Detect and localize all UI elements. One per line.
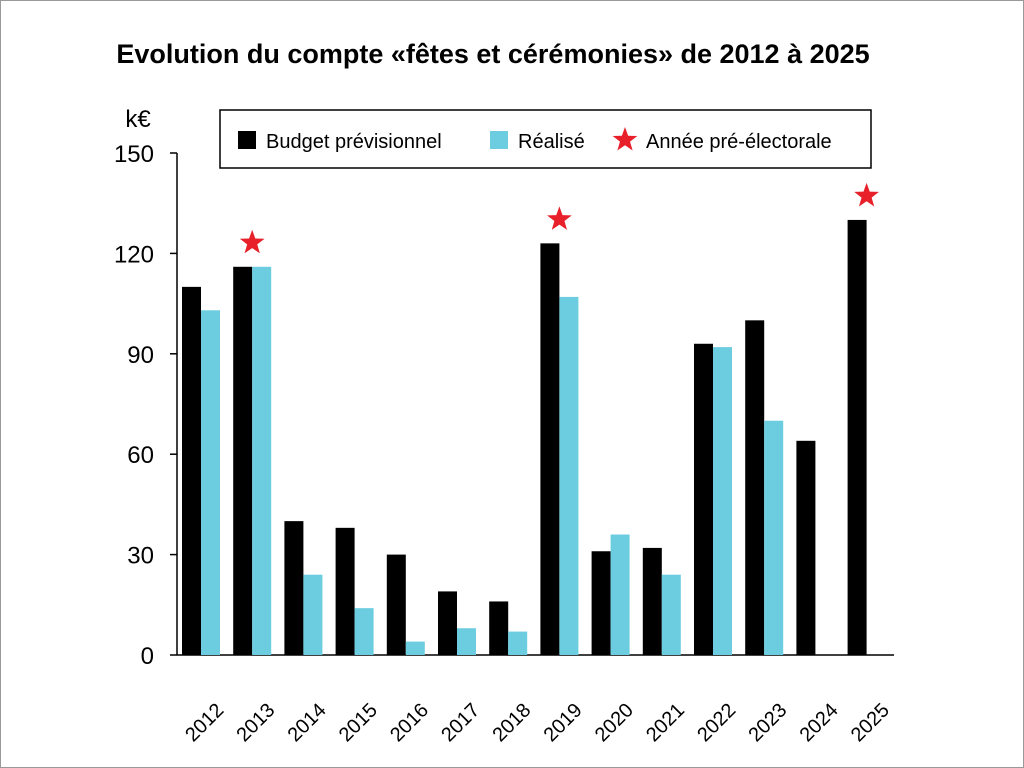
legend: Budget prévisionnel Réalisé Année pré-él… — [219, 109, 872, 169]
pre-electoral-markers — [239, 182, 879, 254]
bar-realise-2022 — [713, 347, 732, 655]
x-tick-label-2023: 2023 — [744, 699, 791, 746]
legend-label-pre-electoral: Année pré-électorale — [646, 131, 832, 153]
bar-realise-2012 — [201, 310, 220, 655]
legend-swatch-budget — [238, 131, 256, 149]
bar-budget-2025 — [847, 219, 867, 655]
x-tick-label-2013: 2013 — [232, 699, 279, 746]
bar-budget-2019 — [540, 243, 560, 656]
bar-budget-2021 — [642, 547, 662, 655]
bar-realise-2013 — [252, 266, 272, 655]
y-tick-label: 150 — [114, 141, 154, 168]
y-tick-label: 60 — [127, 442, 154, 469]
y-tick-label: 120 — [114, 241, 154, 268]
bar-realise-2015 — [354, 608, 374, 655]
bar-budget-2012 — [182, 286, 201, 655]
x-tick-label-2024: 2024 — [796, 699, 843, 746]
star-marker-2019 — [547, 206, 572, 230]
bar-realise-2021 — [661, 574, 681, 655]
bar-budget-2017 — [438, 591, 457, 655]
legend-star-icon — [612, 127, 638, 151]
bar-realise-2023 — [764, 420, 784, 655]
y-tick-label: 30 — [127, 543, 154, 570]
star-marker-2025 — [854, 182, 879, 207]
star-marker-2013 — [239, 229, 265, 254]
x-tick-label-2012: 2012 — [181, 699, 228, 746]
bar-realise-2017 — [457, 628, 476, 655]
bar-realise-2014 — [303, 574, 323, 655]
x-axis-ticks: 2012 2013 2014 2015 2016 2017 2018 2019 2020 2021… — [181, 699, 894, 746]
y-tick-label: 90 — [127, 342, 154, 369]
x-tick-label-2021: 2021 — [642, 699, 689, 746]
bar-realise-2020 — [610, 534, 630, 655]
chart-title: Evolution du compte «fêtes et cérémonies… — [116, 39, 869, 69]
legend-swatch-realise — [490, 131, 508, 149]
bar-budget-2013 — [233, 266, 253, 655]
bar-budget-2020 — [591, 551, 611, 655]
x-tick-label-2025: 2025 — [847, 699, 894, 746]
bar-budget-2024 — [796, 440, 816, 655]
bar-budget-2014 — [284, 521, 304, 655]
legend-label-realise: Réalisé — [518, 131, 585, 153]
bars — [182, 219, 867, 656]
x-tick-label-2017: 2017 — [437, 699, 484, 746]
bar-budget-2022 — [694, 343, 713, 655]
bar-realise-2018 — [508, 631, 528, 655]
x-tick-label-2022: 2022 — [693, 699, 740, 746]
bar-budget-2023 — [745, 320, 765, 655]
bar-budget-2018 — [489, 601, 509, 655]
x-tick-label-2014: 2014 — [284, 699, 331, 746]
x-tick-label-2016: 2016 — [386, 699, 433, 746]
legend-label-budget: Budget prévisionnel — [266, 131, 442, 153]
bar-realise-2019 — [559, 296, 579, 655]
x-tick-label-2020: 2020 — [591, 699, 638, 746]
x-tick-label-2019: 2019 — [540, 699, 587, 746]
legend-box — [219, 109, 872, 169]
y-axis-unit: k€ — [125, 106, 151, 133]
x-tick-label-2018: 2018 — [488, 699, 535, 746]
y-axis-ticks: 0 30 60 90 120 150 — [114, 141, 177, 670]
y-tick-label: 0 — [141, 643, 154, 670]
bar-budget-2016 — [386, 554, 406, 655]
bar-budget-2015 — [335, 527, 355, 655]
x-tick-label-2015: 2015 — [335, 699, 382, 746]
bar-realise-2016 — [405, 641, 425, 655]
